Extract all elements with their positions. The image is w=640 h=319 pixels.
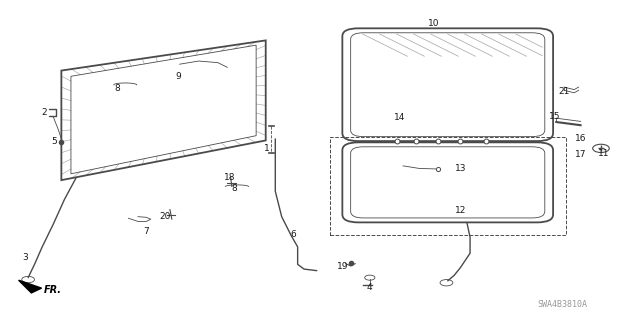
Text: 10: 10 [428, 19, 440, 28]
Text: 18: 18 [223, 174, 235, 182]
Text: 21: 21 [558, 87, 570, 96]
Polygon shape [19, 280, 42, 293]
Text: 3: 3 [22, 254, 28, 263]
Text: 16: 16 [575, 134, 586, 143]
Text: SWA4B3810A: SWA4B3810A [538, 300, 588, 309]
Bar [330, 137, 566, 235]
Text: 14: 14 [394, 113, 405, 122]
Text: 12: 12 [455, 206, 466, 215]
Text: 4: 4 [367, 283, 372, 292]
Text: 8: 8 [231, 184, 237, 193]
Text: 19: 19 [337, 262, 348, 271]
Text: 20: 20 [160, 211, 171, 220]
Text: 1: 1 [264, 144, 270, 153]
Text: 7: 7 [143, 227, 149, 236]
Text: 17: 17 [575, 150, 586, 159]
Text: 13: 13 [455, 164, 467, 173]
Text: 2: 2 [42, 108, 47, 117]
Text: 9: 9 [175, 72, 181, 81]
Text: 5: 5 [51, 137, 56, 145]
Text: 8: 8 [115, 84, 120, 93]
Text: 15: 15 [549, 112, 561, 121]
Text: FR.: FR. [44, 285, 62, 295]
Text: 11: 11 [598, 149, 609, 158]
Text: 6: 6 [291, 230, 296, 239]
